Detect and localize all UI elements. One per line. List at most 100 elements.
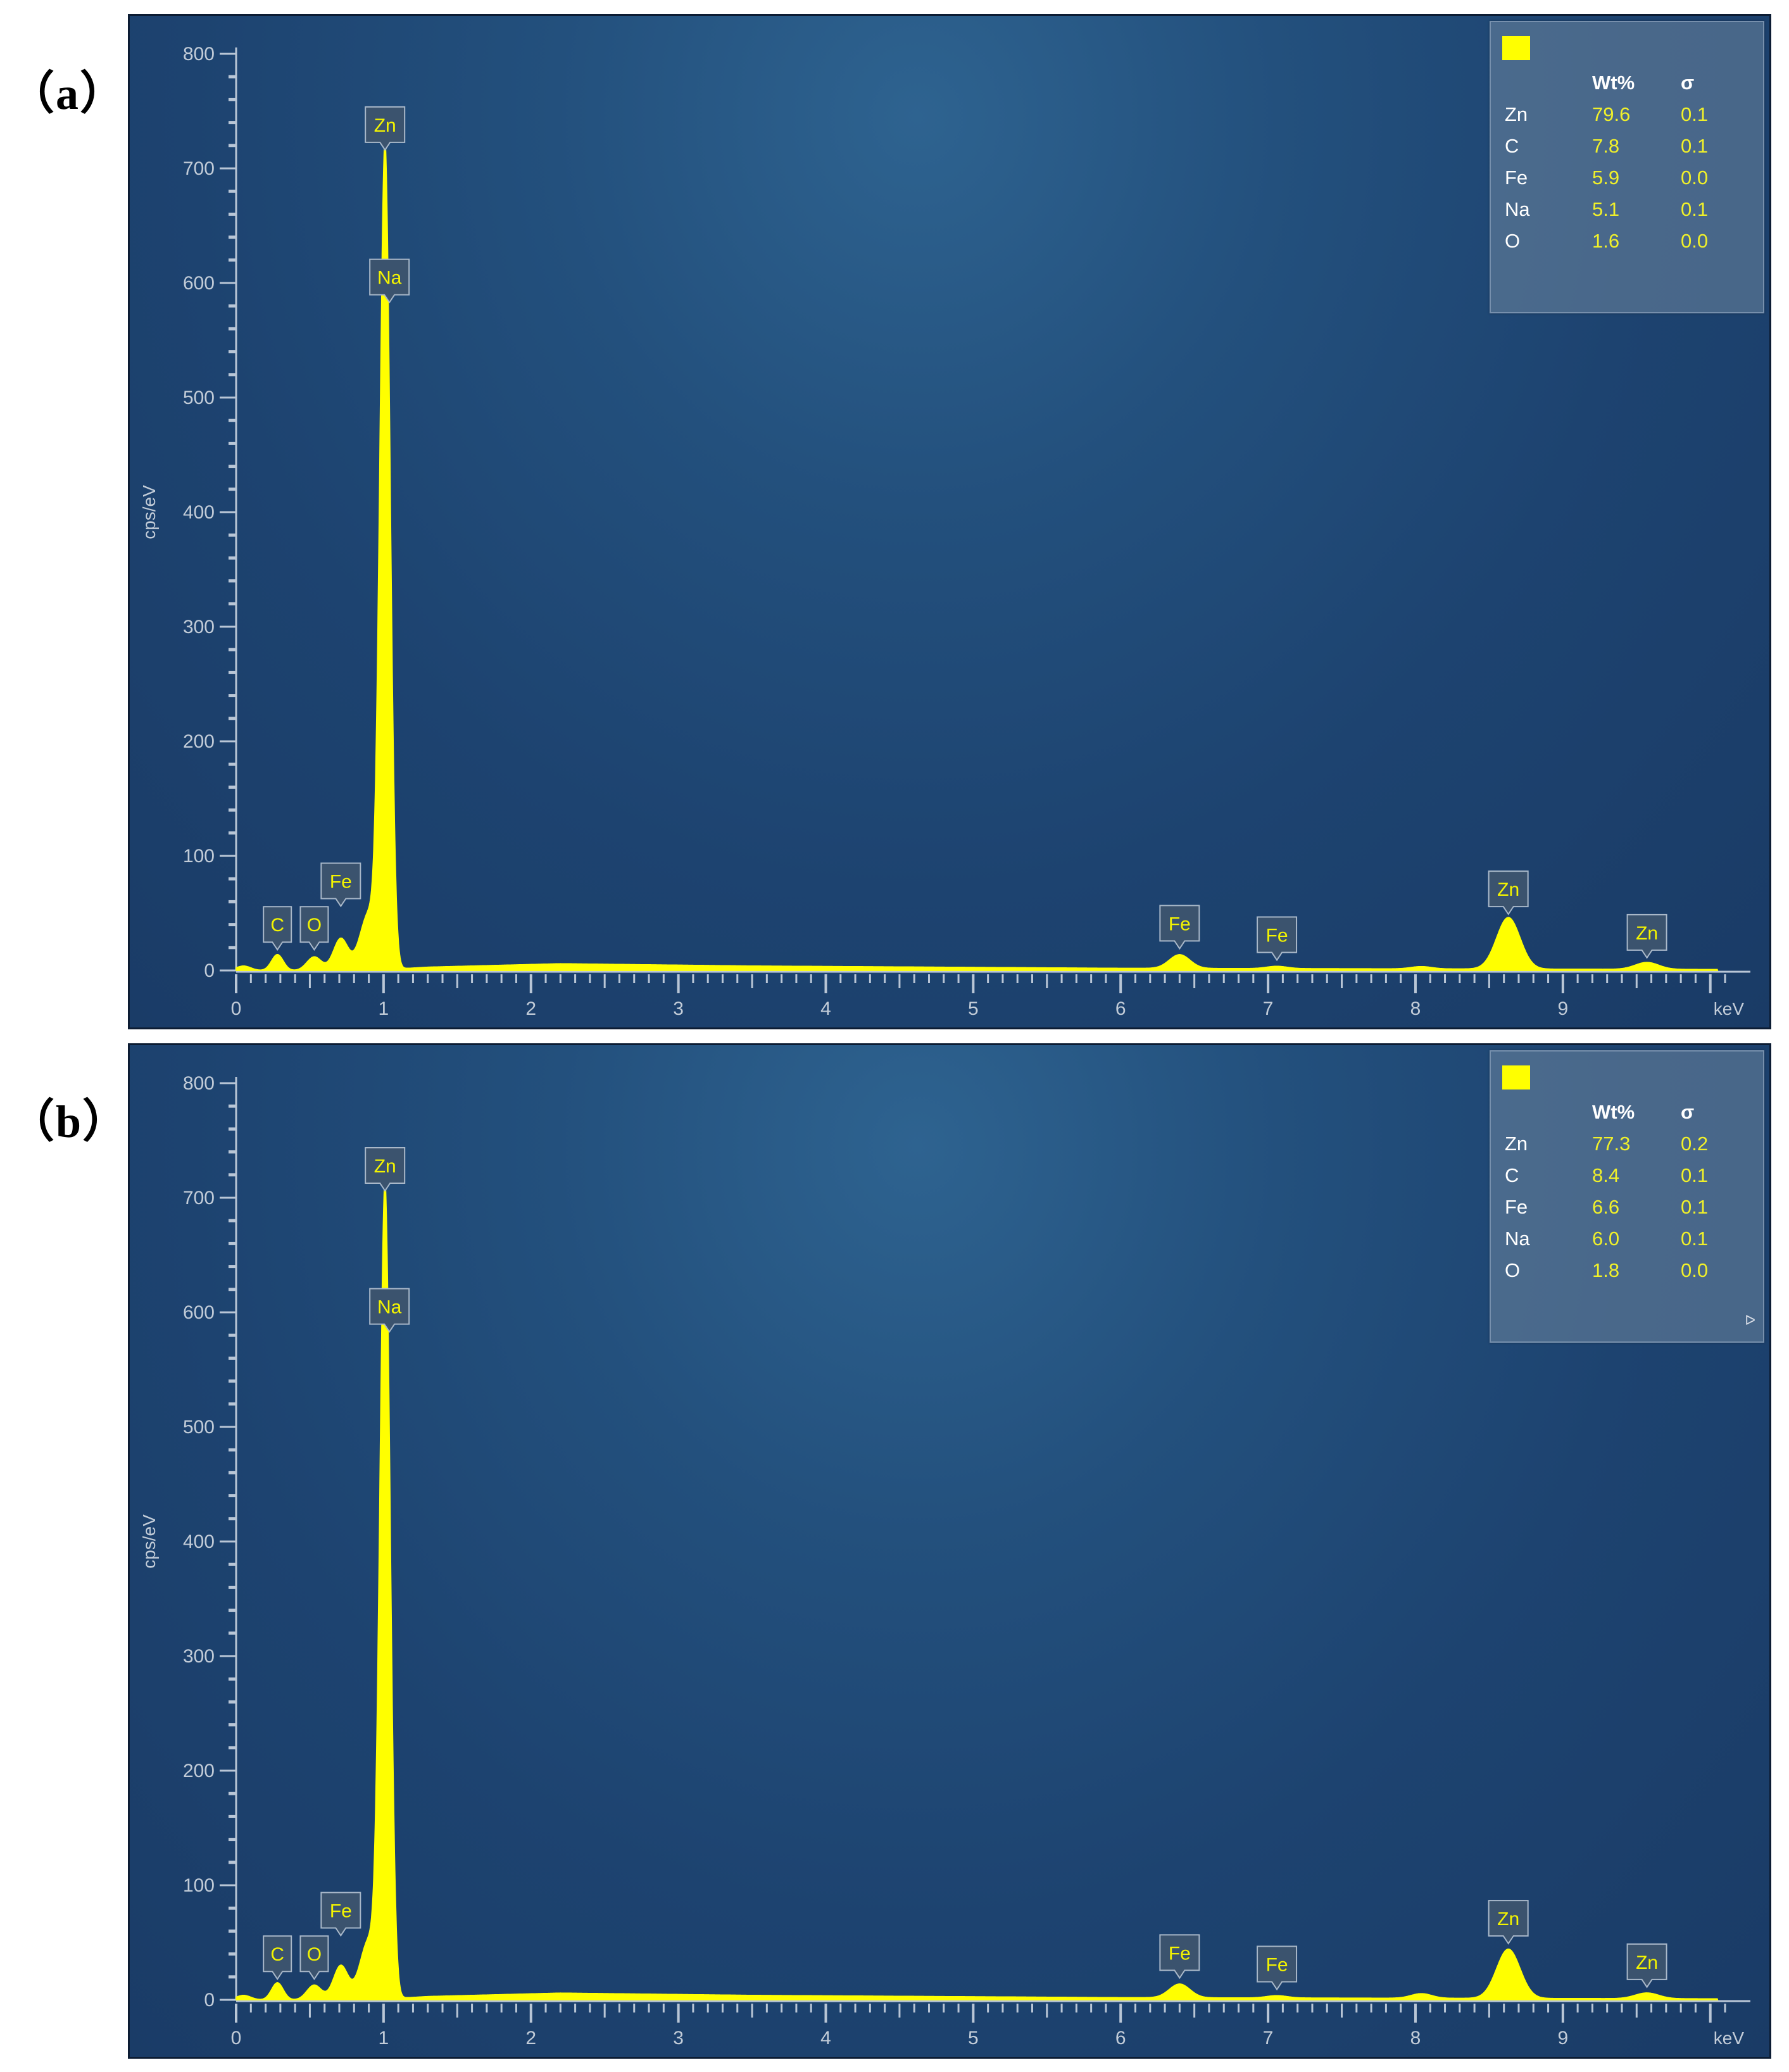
x-tick-label: 2	[525, 998, 536, 1019]
peak-label-box	[369, 258, 410, 304]
peak-label-box	[299, 906, 329, 951]
panel-label-a: （a）	[9, 68, 127, 119]
peak-label-text: Zn	[1636, 1952, 1658, 1973]
legend-sigma: 0.1	[1681, 1164, 1709, 1186]
legend-element: Zn	[1505, 1133, 1528, 1155]
peak-label-fe: Fe	[1257, 1945, 1298, 1991]
legend-element: Zn	[1505, 103, 1528, 125]
legend-element: Na	[1505, 1228, 1530, 1250]
peak-label-o: O	[299, 906, 329, 951]
peak-label-box	[1159, 905, 1200, 950]
peak-label-text: Fe	[330, 1900, 352, 1921]
peak-label-text: Zn	[374, 115, 396, 136]
peak-label-box	[1159, 1934, 1200, 1980]
expand-arrow-icon[interactable]: ᐅ	[1745, 1312, 1755, 1328]
x-axis-label: keV	[1714, 2028, 1745, 2048]
spectrum-chart-a: 0 100 200 300 400 500 600 700 800 cps/eV 0 1 2 3 4 5 6 7 8…	[139, 44, 1750, 1019]
legend-wt: 5.1	[1592, 198, 1620, 220]
legend-wt: 7.8	[1592, 135, 1620, 157]
y-tick-label: 500	[183, 387, 215, 408]
y-tick-label: 700	[183, 1188, 215, 1209]
x-tick-label: 0	[231, 2028, 242, 2049]
peak-label-zn: Zn	[365, 106, 406, 151]
x-tick-label: 9	[1557, 998, 1568, 1019]
legend-wt: 6.6	[1592, 1196, 1620, 1218]
legend-box-a: Wt% σ Zn 79.6 0.1 C 7.8 0.1 Fe 5.9 0.0 N…	[1490, 21, 1764, 313]
peak-label-fe: Fe	[1159, 905, 1200, 950]
peak-label-c: C	[263, 906, 292, 951]
y-tick-label: 800	[183, 44, 215, 65]
series-swatch	[1502, 1065, 1530, 1089]
x-tick-label: 1	[379, 998, 389, 1019]
y-tick-label: 400	[183, 502, 215, 523]
x-tick-label: 6	[1115, 2028, 1126, 2049]
peak-label-box	[1257, 916, 1298, 962]
peak-label-c: C	[263, 1935, 292, 1981]
series-swatch	[1502, 36, 1530, 60]
peak-label-zn: Zn	[1626, 914, 1667, 959]
y-tick-label: 0	[204, 960, 215, 981]
peak-label-fe: Fe	[320, 862, 361, 908]
spectrum-panel-a: 0 100 200 300 400 500 600 700 800 cps/eV 0 1 2 3 4 5 6 7 8…	[128, 14, 1771, 1029]
spectrum-panel-b: 0 100 200 300 400 500 600 700 800 cps/eV 0 1 2 3 4 5 6 7 8…	[128, 1043, 1771, 2059]
legend-sigma: 0.1	[1681, 1196, 1709, 1218]
peak-label-text: O	[307, 1944, 322, 1965]
legend-header-sigma: σ	[1681, 1101, 1695, 1123]
y-tick-label: 0	[204, 1990, 215, 2011]
peak-label-box	[369, 1288, 410, 1333]
legend-wt: 5.9	[1592, 166, 1620, 189]
x-tick-label: 8	[1410, 998, 1421, 1019]
legend-wt: 6.0	[1592, 1228, 1620, 1250]
peak-label-zn: Zn	[1626, 1943, 1667, 1988]
peak-label-fe: Fe	[1159, 1934, 1200, 1980]
peak-label-text: C	[270, 1944, 284, 1965]
y-tick-label: 300	[183, 617, 215, 637]
peak-label-fe: Fe	[320, 1892, 361, 1937]
x-tick-label: 9	[1557, 2028, 1568, 2049]
y-axis-label: cps/eV	[139, 1514, 159, 1569]
peak-label-text: Fe	[1266, 926, 1288, 946]
x-tick-label: 4	[820, 998, 831, 1019]
peak-label-box	[365, 106, 406, 151]
x-tick-label: 1	[379, 2028, 389, 2049]
peak-label-text: Fe	[1169, 914, 1191, 934]
legend-element: O	[1505, 1259, 1521, 1281]
peak-label-box	[263, 906, 292, 951]
legend-box-b: Wt% σ Zn 77.3 0.2 C 8.4 0.1 Fe 6.6 0.1 N…	[1490, 1050, 1764, 1343]
peak-label-text: O	[307, 915, 322, 936]
peak-label-box	[1488, 870, 1529, 915]
legend-header-sigma: σ	[1681, 72, 1695, 94]
legend-header-wt: Wt%	[1592, 1101, 1635, 1123]
x-tick-label: 7	[1263, 998, 1274, 1019]
legend-sigma: 0.1	[1681, 1228, 1709, 1250]
y-tick-label: 200	[183, 1761, 215, 1781]
peak-label-text: Zn	[1497, 1909, 1519, 1930]
legend-element: C	[1505, 1164, 1519, 1186]
peak-label-box	[299, 1935, 329, 1981]
y-tick-label: 400	[183, 1531, 215, 1552]
legend-wt: 1.6	[1592, 230, 1620, 252]
peak-label-text: Fe	[1169, 1943, 1191, 1964]
x-tick-label: 8	[1410, 2028, 1421, 2049]
legend-sigma: 0.0	[1681, 1259, 1709, 1281]
peak-label-box	[1626, 1943, 1667, 1988]
legend-element: O	[1505, 230, 1521, 252]
x-tick-label: 3	[673, 2028, 684, 2049]
y-tick-label: 600	[183, 273, 215, 294]
spectrum-area	[235, 1179, 1719, 2000]
legend-sigma: 0.1	[1681, 198, 1709, 220]
peak-label-zn: Zn	[365, 1146, 406, 1192]
peak-label-text: Zn	[1636, 923, 1658, 944]
y-tick-label: 600	[183, 1302, 215, 1323]
x-tick-label: 7	[1263, 2028, 1274, 2049]
y-tick-label: 700	[183, 158, 215, 179]
legend-wt: 77.3	[1592, 1133, 1631, 1155]
peak-label-zn: Zn	[1488, 870, 1529, 915]
legend-element: Fe	[1505, 166, 1528, 189]
peak-label-zn: Zn	[1488, 1900, 1529, 1945]
peak-label-box	[1257, 1945, 1298, 1991]
peak-label-o: O	[299, 1935, 329, 1981]
peak-label-text: Na	[377, 1297, 402, 1318]
legend-sigma: 0.0	[1681, 230, 1709, 252]
peak-label-box	[1488, 1900, 1529, 1945]
